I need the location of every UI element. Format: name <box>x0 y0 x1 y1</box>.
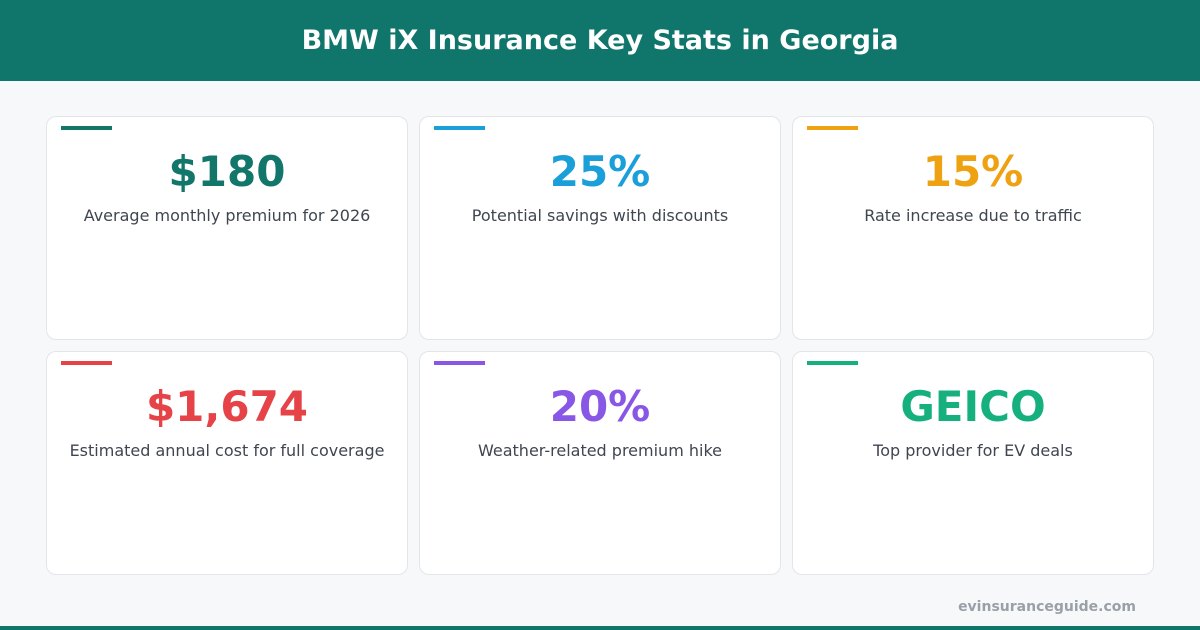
stat-card: GEICO Top provider for EV deals <box>792 351 1154 575</box>
header: BMW iX Insurance Key Stats in Georgia <box>0 0 1200 81</box>
stat-card: 20% Weather-related premium hike <box>419 351 781 575</box>
stat-value: $180 <box>168 147 286 196</box>
stat-value: 15% <box>922 147 1024 196</box>
stat-card: $180 Average monthly premium for 2026 <box>46 116 408 340</box>
stat-card: 15% Rate increase due to traffic <box>792 116 1154 340</box>
card-grid: $180 Average monthly premium for 2026 25% P… <box>46 116 1154 575</box>
accent-bar <box>807 126 858 130</box>
accent-bar <box>61 126 112 130</box>
title: BMW iX Insurance Key Stats in Georgia <box>301 25 899 56</box>
stat-value: 20% <box>549 382 651 431</box>
stat-label: Rate increase due to traffic <box>864 206 1082 225</box>
source: evinsuranceguide.com <box>958 599 1136 615</box>
stat-label: Weather-related premium hike <box>478 441 722 460</box>
stat-label: Potential savings with discounts <box>471 206 729 225</box>
stat-label: Top provider for EV deals <box>873 441 1073 460</box>
accent-bar <box>434 126 485 130</box>
stat-label: Estimated annual cost for full coverage <box>69 441 385 460</box>
bottom-stripe <box>0 626 1200 630</box>
stat-value: $1,674 <box>145 382 309 431</box>
accent-bar <box>807 361 858 365</box>
stat-card: $1,674 Estimated annual cost for full cov… <box>46 351 408 575</box>
stat-card: 25% Potential savings with discounts <box>419 116 781 340</box>
stat-value: GEICO <box>900 382 1046 431</box>
accent-bar <box>434 361 485 365</box>
accent-bar <box>61 361 112 365</box>
stat-value: 25% <box>549 147 651 196</box>
stat-label: Average monthly premium for 2026 <box>83 206 371 225</box>
